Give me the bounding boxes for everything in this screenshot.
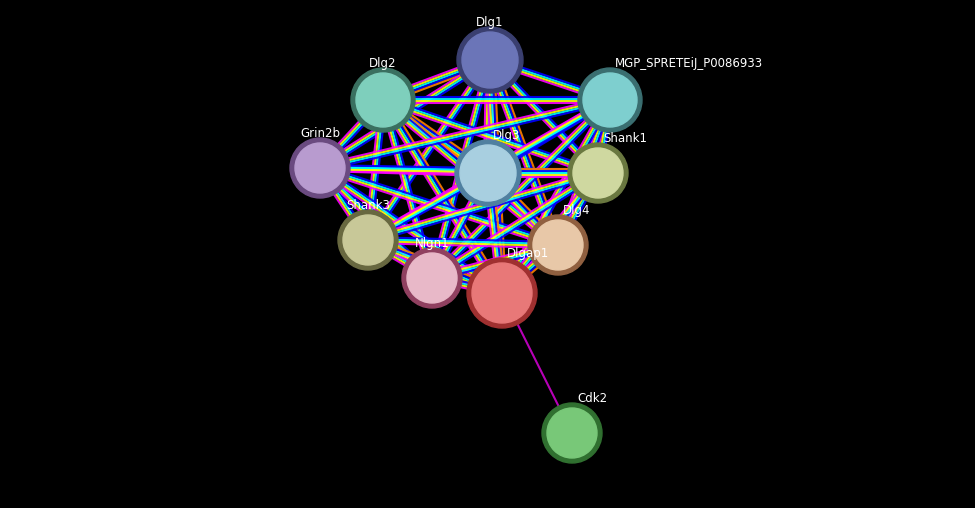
Circle shape — [542, 403, 602, 463]
Circle shape — [407, 253, 457, 303]
Circle shape — [462, 32, 518, 88]
Circle shape — [402, 248, 462, 308]
Text: Nlgn1: Nlgn1 — [414, 237, 449, 250]
Text: Dlg3: Dlg3 — [493, 129, 521, 142]
Circle shape — [547, 408, 597, 458]
Text: Dlg2: Dlg2 — [370, 57, 397, 70]
Circle shape — [533, 220, 583, 270]
Text: Shank1: Shank1 — [603, 132, 647, 145]
Circle shape — [295, 143, 345, 193]
Text: Dlgap1: Dlgap1 — [507, 247, 549, 260]
Circle shape — [338, 210, 398, 270]
Circle shape — [528, 215, 588, 275]
Circle shape — [351, 68, 415, 132]
Circle shape — [343, 215, 393, 265]
Circle shape — [568, 143, 628, 203]
Text: Grin2b: Grin2b — [300, 127, 340, 140]
Circle shape — [578, 68, 642, 132]
Text: Dlg1: Dlg1 — [476, 16, 504, 29]
Text: Cdk2: Cdk2 — [577, 392, 607, 405]
Text: Dlg4: Dlg4 — [563, 204, 591, 217]
Circle shape — [460, 145, 516, 201]
Text: MGP_SPRETEiJ_P0086933: MGP_SPRETEiJ_P0086933 — [615, 57, 763, 70]
Circle shape — [573, 148, 623, 198]
Circle shape — [467, 258, 537, 328]
Circle shape — [290, 138, 350, 198]
Circle shape — [472, 263, 532, 323]
Circle shape — [356, 73, 410, 127]
Circle shape — [457, 27, 523, 93]
Circle shape — [455, 140, 521, 206]
Text: Shank3: Shank3 — [346, 199, 390, 212]
Circle shape — [583, 73, 637, 127]
